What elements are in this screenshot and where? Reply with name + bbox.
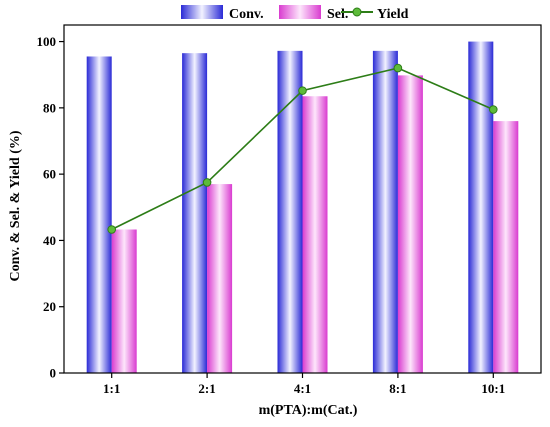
yield-point-2-1 (202, 178, 212, 187)
y-tick-label-20: 20 (43, 299, 56, 314)
x-tick-label-2-1: 2:1 (198, 381, 215, 396)
x-axis: 1:1 2:1 4:1 8:1 10:1 (103, 373, 505, 396)
y-tick-label-40: 40 (43, 233, 56, 248)
legend-marker-yield (352, 7, 362, 17)
bar-sel-2-1 (207, 184, 233, 373)
yield-point-4-1 (298, 86, 307, 95)
x-tick-label-10-1: 10:1 (481, 381, 505, 396)
bar-sel-1-1 (111, 229, 137, 373)
x-axis-title: m(PTA):m(Cat.) (259, 403, 358, 418)
x-tick-label-8-1: 8:1 (389, 381, 406, 396)
y-tick-label-100: 100 (37, 34, 57, 49)
bar-sel-8-1 (397, 75, 423, 374)
legend-label-yield: Yield (377, 7, 409, 22)
yield-line-layer (107, 63, 498, 234)
yield-point-10-1 (489, 105, 498, 114)
legend-label-conv: Conv. (229, 7, 264, 22)
bar-sel-4-1 (302, 96, 328, 373)
bar-conv-4-1 (277, 50, 303, 373)
bar-conv-2-1 (182, 53, 208, 374)
bar-conv-8-1 (372, 50, 398, 373)
bar-sel-10-1 (493, 121, 519, 373)
yield-point-1-1 (107, 225, 116, 234)
legend-swatch-conv (181, 5, 223, 19)
x-tick-label-4-1: 4:1 (294, 381, 311, 396)
bar-conv-10-1 (468, 41, 494, 373)
y-axis-title: Conv. & Sel. & Yield (%) (8, 130, 23, 281)
x-tick-label-1-1: 1:1 (103, 381, 120, 396)
bar-conv-1-1 (86, 56, 112, 373)
yield-point-8-1 (393, 63, 403, 73)
y-axis: 0 20 40 60 80 100 (37, 34, 64, 381)
legend-swatch-sel (279, 5, 321, 19)
y-tick-label-60: 60 (43, 167, 56, 182)
y-tick-label-80: 80 (43, 100, 56, 115)
legend-label-sel: Sel. (327, 7, 348, 22)
y-tick-label-0: 0 (50, 366, 57, 381)
legend: Conv. Sel. Yield (181, 5, 409, 22)
bar-marks (86, 41, 519, 374)
